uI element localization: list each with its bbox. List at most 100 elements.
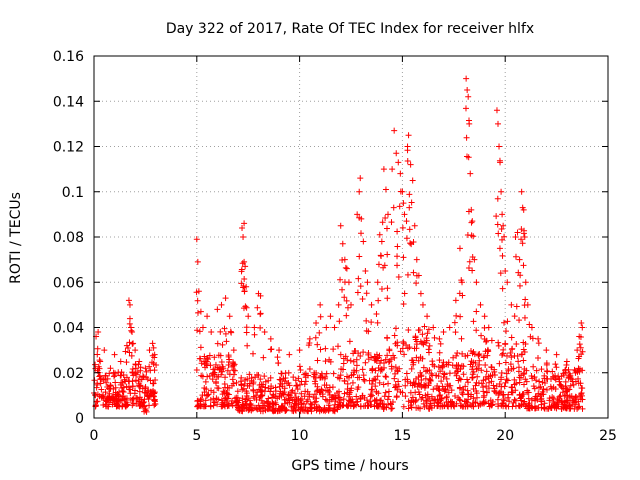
data-point	[513, 303, 520, 310]
data-point	[339, 286, 346, 293]
data-point	[250, 386, 257, 393]
data-point	[391, 375, 398, 382]
data-point	[239, 408, 246, 415]
data-point	[395, 274, 402, 281]
data-point	[511, 381, 518, 388]
data-point	[578, 351, 585, 358]
data-point	[117, 358, 124, 365]
data-point	[216, 364, 223, 371]
data-point	[270, 408, 277, 415]
data-point	[417, 369, 424, 376]
data-point	[556, 393, 563, 400]
data-point	[526, 321, 533, 328]
data-point	[458, 335, 465, 342]
data-point	[546, 397, 553, 404]
data-point	[355, 275, 362, 282]
data-point	[244, 375, 251, 382]
data-point	[407, 240, 414, 247]
data-point	[194, 398, 201, 405]
data-point	[211, 399, 218, 406]
data-point	[502, 328, 509, 335]
data-point	[353, 393, 360, 400]
data-point	[128, 352, 135, 359]
data-point	[372, 367, 379, 374]
data-point	[434, 383, 441, 390]
data-point	[497, 388, 504, 395]
data-point	[520, 401, 527, 408]
data-point	[498, 226, 505, 233]
data-point	[441, 403, 448, 410]
data-point	[425, 405, 432, 412]
data-point	[446, 382, 453, 389]
data-point	[535, 340, 542, 347]
data-point	[345, 279, 352, 286]
data-point	[548, 405, 555, 412]
data-point	[393, 383, 400, 390]
data-point	[122, 396, 129, 403]
data-point	[499, 236, 506, 243]
data-point	[420, 364, 427, 371]
data-point	[578, 319, 585, 326]
data-point	[383, 373, 390, 380]
data-point	[523, 367, 530, 374]
data-point	[452, 297, 459, 304]
data-point	[360, 376, 367, 383]
data-point	[392, 325, 399, 332]
data-point	[448, 401, 455, 408]
data-point	[413, 280, 420, 287]
data-point	[126, 301, 133, 308]
data-point	[306, 393, 313, 400]
data-point	[470, 385, 477, 392]
data-point	[241, 380, 248, 387]
data-point	[137, 402, 144, 409]
data-point	[539, 379, 546, 386]
data-point	[313, 404, 320, 411]
data-point	[540, 391, 547, 398]
data-point	[480, 384, 487, 391]
data-point	[410, 398, 417, 405]
data-point	[368, 381, 375, 388]
data-point	[241, 258, 248, 265]
data-point	[511, 352, 518, 359]
data-point	[254, 371, 261, 378]
data-point	[400, 200, 407, 207]
data-point	[119, 387, 126, 394]
data-point	[431, 334, 438, 341]
data-point	[385, 359, 392, 366]
data-point	[496, 245, 503, 252]
y-tick-label: 0.1	[62, 185, 84, 201]
data-point	[393, 150, 400, 157]
data-point	[204, 313, 211, 320]
data-point	[147, 377, 154, 384]
data-point	[487, 397, 494, 404]
data-point	[343, 312, 350, 319]
data-point	[98, 386, 105, 393]
data-point	[313, 388, 320, 395]
data-point	[518, 188, 525, 195]
data-point	[320, 407, 327, 414]
data-point	[486, 403, 493, 410]
data-point	[528, 324, 535, 331]
data-point	[324, 387, 331, 394]
data-point	[485, 348, 492, 355]
data-point	[341, 390, 348, 397]
data-point	[450, 354, 457, 361]
data-point	[511, 313, 518, 320]
data-point	[515, 358, 522, 365]
data-point	[146, 363, 153, 370]
data-point	[401, 211, 408, 218]
data-point	[564, 397, 571, 404]
data-point	[316, 329, 323, 336]
data-point	[384, 251, 391, 258]
data-point	[446, 370, 453, 377]
data-point	[149, 340, 156, 347]
data-point	[544, 376, 551, 383]
data-point	[345, 402, 352, 409]
data-point	[150, 380, 157, 387]
data-point	[311, 369, 318, 376]
data-point	[353, 362, 360, 369]
data-point	[308, 405, 315, 412]
data-point	[121, 395, 128, 402]
data-point	[454, 368, 461, 375]
x-tick-label: 20	[496, 428, 514, 444]
